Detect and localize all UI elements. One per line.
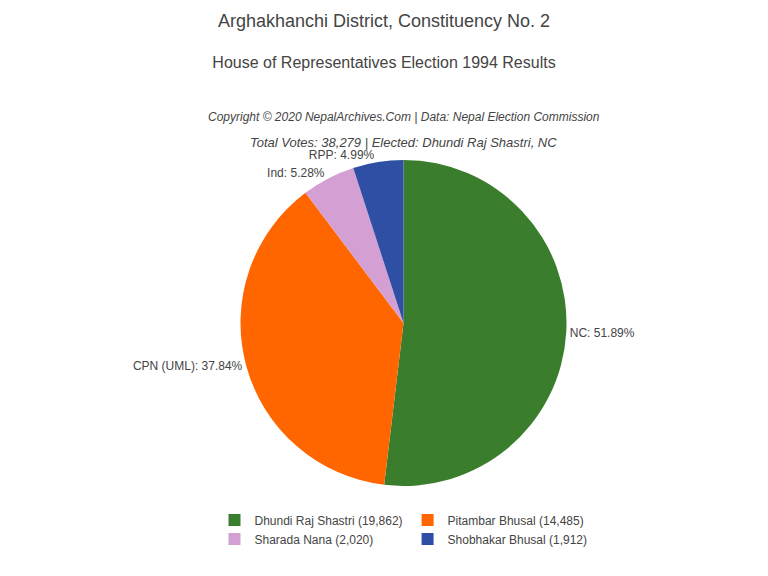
svg-text:Pitambar Bhusal (14,485): Pitambar Bhusal (14,485) (448, 514, 584, 528)
svg-text:Dhundi Raj Shastri (19,862): Dhundi Raj Shastri (19,862) (255, 514, 403, 528)
svg-text:Shobhakar Bhusal (1,912): Shobhakar Bhusal (1,912) (448, 533, 587, 547)
svg-text:Arghakhanchi District, Constit: Arghakhanchi District, Constituency No. … (218, 11, 550, 31)
svg-text:House of Representatives Elect: House of Representatives Election 1994 R… (212, 54, 555, 71)
svg-text:Total Votes: 38,279 | Elected:: Total Votes: 38,279 | Elected: Dhundi Ra… (250, 135, 557, 150)
svg-text:CPN (UML): 37.84%: CPN (UML): 37.84% (133, 359, 243, 373)
svg-text:Copyright © 2020 NepalArchives: Copyright © 2020 NepalArchives.Com | Dat… (208, 110, 600, 124)
svg-text:NC: 51.89%: NC: 51.89% (570, 326, 635, 340)
svg-text:Sharada Nana (2,020): Sharada Nana (2,020) (255, 533, 374, 547)
svg-text:RPP: 4.99%: RPP: 4.99% (309, 148, 375, 162)
svg-text:Ind: 5.28%: Ind: 5.28% (267, 166, 325, 180)
